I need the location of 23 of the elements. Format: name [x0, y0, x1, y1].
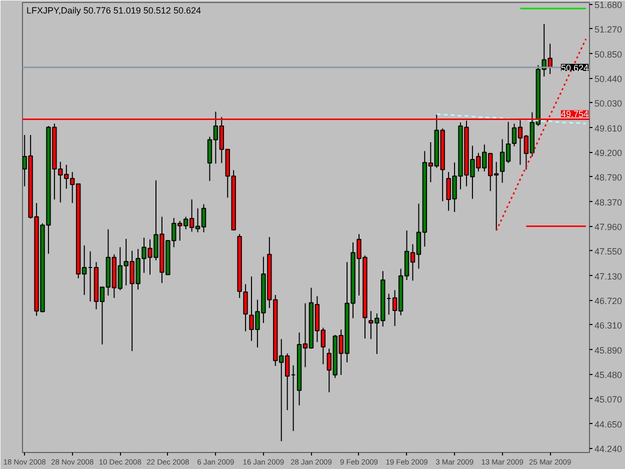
y-tick-label: 49.610 [594, 123, 622, 134]
y-tick-label: 47.960 [594, 222, 622, 232]
ref-line-label: 49.754 [560, 109, 589, 120]
y-tick-label: 51.270 [594, 24, 622, 34]
y-tick-label: 44.650 [594, 419, 622, 430]
y-tick-label: 46.310 [594, 320, 622, 330]
chart-title: LFXJPY,Daily 50.776 51.019 50.512 50.624 [26, 6, 201, 16]
y-tick-label: 51.680 [594, 0, 622, 10]
candlestick [243, 284, 248, 332]
y-tick-label: 47.130 [594, 271, 622, 282]
y-tick-label: 45.890 [594, 345, 622, 356]
y-tick-label: 45.480 [594, 370, 622, 380]
y-tick-label: 45.070 [594, 394, 622, 404]
y-tick-label: 44.240 [594, 444, 622, 454]
y-tick-label: 46.720 [594, 296, 622, 306]
y-tick-label: 48.790 [594, 172, 622, 182]
y-tick-label: 50.030 [594, 98, 622, 108]
y-tick-label: 50.850 [594, 49, 622, 60]
ref-line-label: 50.624 [560, 62, 589, 73]
y-tick-label: 50.440 [594, 74, 622, 84]
y-tick-label: 47.550 [594, 246, 622, 256]
y-tick-label: 49.200 [594, 148, 622, 158]
y-tick-label: 48.370 [594, 197, 622, 208]
